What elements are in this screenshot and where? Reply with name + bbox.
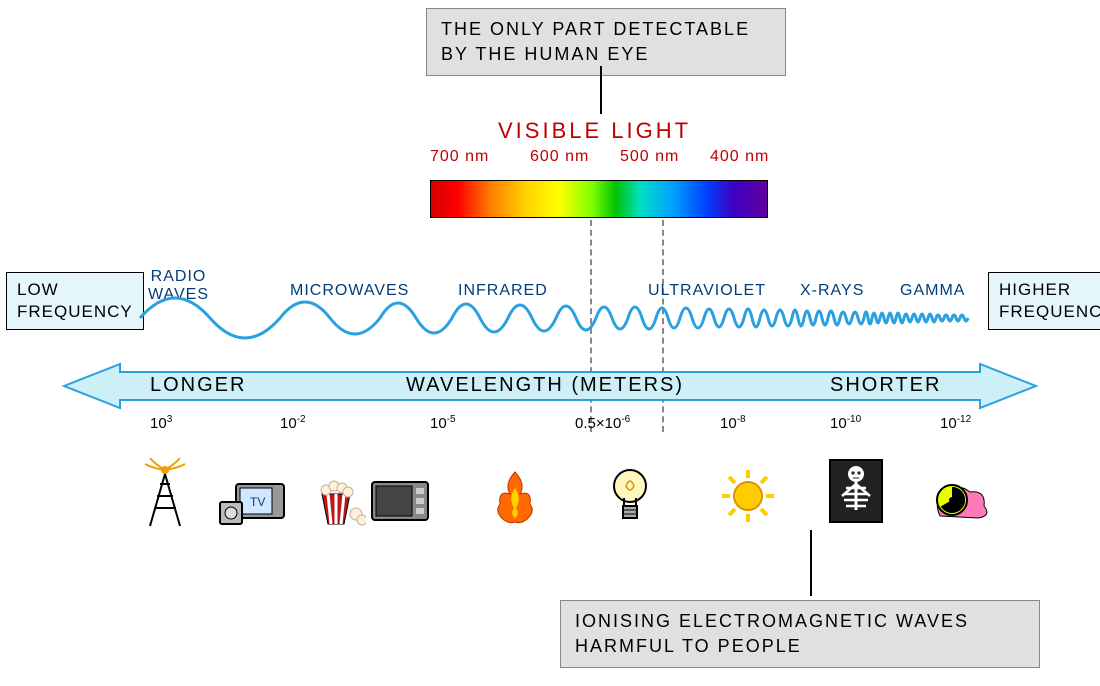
- xray-skeleton-icon: [828, 458, 884, 529]
- wavelength-arrow: [0, 0, 1100, 686]
- arrow-shorter: SHORTER: [830, 374, 941, 397]
- arrow-longer: LONGER: [150, 374, 246, 397]
- sun-icon: [720, 468, 776, 529]
- arrow-mid: WAVELENGTH (METERS): [406, 374, 684, 397]
- lightbulb-icon: [610, 466, 650, 531]
- fire-icon: [490, 468, 540, 531]
- callout-bottom: IONISING ELECTROMAGNETIC WAVES HARMFUL T…: [560, 600, 1040, 668]
- radioactive-icon: [930, 476, 994, 527]
- wl-10e-8: 10-8: [720, 414, 746, 432]
- popcorn-icon: [316, 472, 366, 533]
- wl-10e-12: 10-12: [940, 414, 971, 432]
- wl-10e3: 103: [150, 414, 172, 432]
- wl-10e-5: 10-5: [430, 414, 456, 432]
- microwave-oven-icon: [370, 478, 430, 529]
- tv-icon: TV: [218, 478, 288, 533]
- wl-10e-10: 10-10: [830, 414, 861, 432]
- svg-text:TV: TV: [250, 495, 265, 509]
- lead-line-bottom: [810, 530, 812, 596]
- wl-05x10e-6: 0.5×10-6: [575, 414, 630, 432]
- wl-10e-2: 10-2: [280, 414, 306, 432]
- callout-bottom-line1: IONISING ELECTROMAGNETIC WAVES: [575, 609, 1025, 634]
- callout-bottom-line2: HARMFUL TO PEOPLE: [575, 634, 1025, 659]
- radio-tower-icon: [140, 458, 190, 533]
